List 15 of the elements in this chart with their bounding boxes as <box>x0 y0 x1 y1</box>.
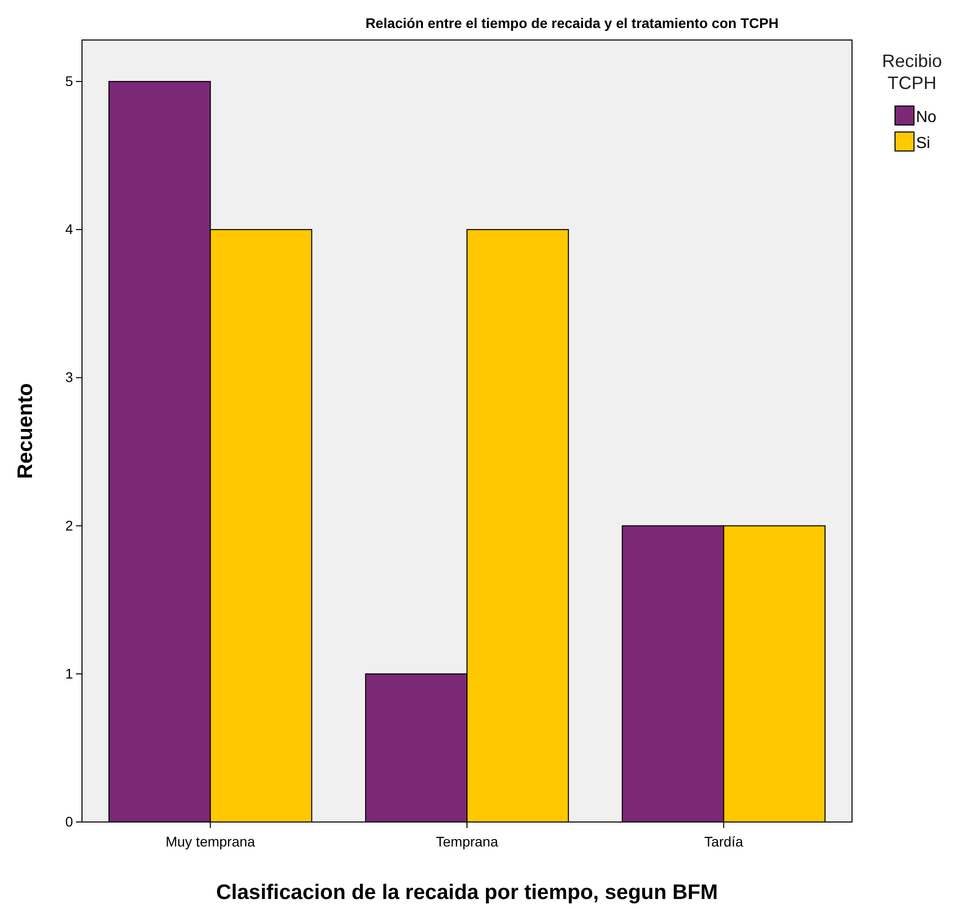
y-tick-label: 1 <box>65 665 74 682</box>
legend-label: Si <box>916 135 930 152</box>
y-tick-label: 3 <box>65 369 74 386</box>
x-tick-label: Muy temprana <box>166 833 256 850</box>
y-tick-label: 4 <box>65 221 74 238</box>
x-axis-title: Clasificacion de la recaida por tiempo, segun BFM <box>216 881 718 904</box>
x-tick-label: Tardía <box>704 833 744 850</box>
legend-title: Recibio TCPH <box>882 51 942 93</box>
y-axis-title: Recuento <box>14 383 37 479</box>
chart-title: Relación entre el tiempo de recaida y el tratamiento con TCPH <box>365 15 779 31</box>
legend-label: No <box>916 109 937 126</box>
y-tick-label: 2 <box>65 517 74 534</box>
x-tick-label: Temprana <box>436 833 498 850</box>
y-tick-label: 0 <box>65 813 74 830</box>
y-tick-label: 5 <box>65 72 74 89</box>
